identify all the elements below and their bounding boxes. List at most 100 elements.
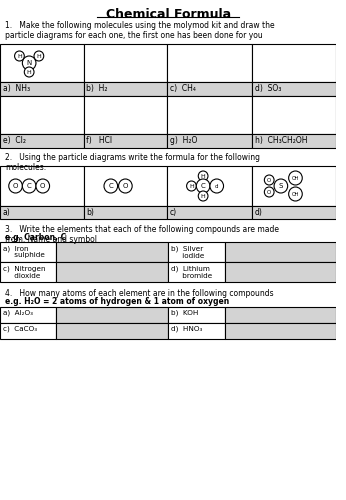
Bar [84, 44, 167, 82]
Text: H: H [201, 174, 206, 178]
Text: O: O [267, 178, 271, 182]
Text: Chemical Formula: Chemical Formula [106, 8, 231, 21]
Text: N: N [27, 60, 32, 66]
Text: O: O [13, 183, 18, 189]
Circle shape [22, 56, 36, 70]
Text: a)  NH₃: a) NH₃ [3, 84, 30, 93]
Text: f)   HCl: f) HCl [86, 136, 113, 145]
Bar [168, 262, 225, 282]
Text: H: H [17, 54, 22, 59]
Text: c): c) [170, 208, 177, 217]
Text: 1.   Make the following molecules using the molymod kit and draw the
particle di: 1. Make the following molecules using th… [5, 21, 274, 40]
Circle shape [22, 179, 36, 193]
Text: OH: OH [292, 176, 299, 180]
Bar [167, 134, 252, 148]
Text: O: O [123, 183, 128, 189]
Circle shape [34, 51, 44, 61]
Text: g)  H₂O: g) H₂O [170, 136, 198, 145]
Circle shape [186, 181, 196, 191]
Bar [56, 323, 168, 339]
Bar [84, 166, 167, 206]
Text: d)  Lithium
     bromide: d) Lithium bromide [171, 265, 212, 278]
Text: 2.   Using the particle diagrams write the formula for the following
molecules.: 2. Using the particle diagrams write the… [5, 153, 260, 172]
Bar [0, 134, 84, 148]
Bar [167, 96, 252, 134]
Bar [225, 262, 336, 282]
Text: H: H [201, 194, 206, 198]
Text: b)  KOH: b) KOH [171, 310, 198, 316]
Text: h)  CH₃CH₂OH: h) CH₃CH₂OH [255, 136, 307, 145]
Bar [0, 323, 56, 339]
Text: e.g. H₂O = 2 atoms of hydrogen & 1 atom of oxygen: e.g. H₂O = 2 atoms of hydrogen & 1 atom … [5, 297, 229, 306]
Text: H: H [27, 70, 31, 74]
Text: a)  Al₂O₃: a) Al₂O₃ [3, 310, 33, 316]
Text: 3.   Write the elements that each of the following compounds are made
from. Name: 3. Write the elements that each of the f… [5, 225, 279, 244]
Circle shape [196, 179, 210, 193]
Text: H: H [189, 184, 194, 188]
Bar [252, 166, 336, 206]
Bar [225, 307, 336, 323]
Text: e)  Cl₂: e) Cl₂ [3, 136, 26, 145]
Text: O: O [40, 183, 45, 189]
Bar [84, 96, 167, 134]
Bar [252, 44, 336, 82]
Bar [0, 166, 84, 206]
Circle shape [104, 179, 118, 193]
Bar [168, 323, 225, 339]
Bar [0, 96, 84, 134]
Text: d)  HNO₃: d) HNO₃ [171, 326, 202, 332]
Circle shape [210, 179, 224, 193]
Text: c)  Nitrogen
     dioxide: c) Nitrogen dioxide [3, 265, 45, 278]
Text: b): b) [86, 208, 94, 217]
Text: S: S [279, 183, 283, 189]
Circle shape [36, 179, 49, 193]
Circle shape [264, 175, 274, 185]
Bar [0, 206, 84, 219]
Bar [84, 134, 167, 148]
Bar [167, 206, 252, 219]
Bar [0, 44, 84, 82]
Bar [0, 307, 56, 323]
Bar [167, 44, 252, 82]
Text: c)  CaCO₃: c) CaCO₃ [3, 326, 37, 332]
Bar [252, 82, 336, 96]
Circle shape [9, 179, 22, 193]
Circle shape [264, 187, 274, 197]
Text: c)  CH₄: c) CH₄ [170, 84, 196, 93]
Circle shape [15, 51, 24, 61]
Text: OH: OH [292, 192, 299, 196]
Text: a): a) [3, 208, 11, 217]
Bar [0, 242, 56, 262]
Bar [56, 307, 168, 323]
Bar [168, 307, 225, 323]
Bar [167, 166, 252, 206]
Bar [252, 134, 336, 148]
Text: b)  H₂: b) H₂ [86, 84, 108, 93]
Circle shape [289, 171, 302, 185]
Text: C: C [108, 183, 113, 189]
Bar [167, 82, 252, 96]
Bar [168, 242, 225, 262]
Bar [84, 82, 167, 96]
Text: C: C [201, 183, 206, 189]
Text: C: C [27, 183, 31, 189]
Bar [225, 323, 336, 339]
Text: d): d) [255, 208, 263, 217]
Bar [56, 262, 168, 282]
Circle shape [198, 191, 208, 201]
Text: H: H [36, 54, 41, 59]
Circle shape [198, 171, 208, 181]
Bar [0, 262, 56, 282]
Text: O: O [267, 190, 271, 194]
Text: 4.   How many atoms of each element are in the following compounds: 4. How many atoms of each element are in… [5, 289, 273, 298]
Text: b)  Silver
     iodide: b) Silver iodide [171, 245, 204, 258]
Circle shape [24, 67, 34, 77]
Text: d)  SO₃: d) SO₃ [255, 84, 281, 93]
Bar [225, 242, 336, 262]
Circle shape [119, 179, 132, 193]
Bar [56, 242, 168, 262]
Circle shape [274, 179, 288, 193]
Circle shape [289, 187, 302, 201]
Bar [252, 206, 336, 219]
Text: cl: cl [215, 184, 219, 188]
